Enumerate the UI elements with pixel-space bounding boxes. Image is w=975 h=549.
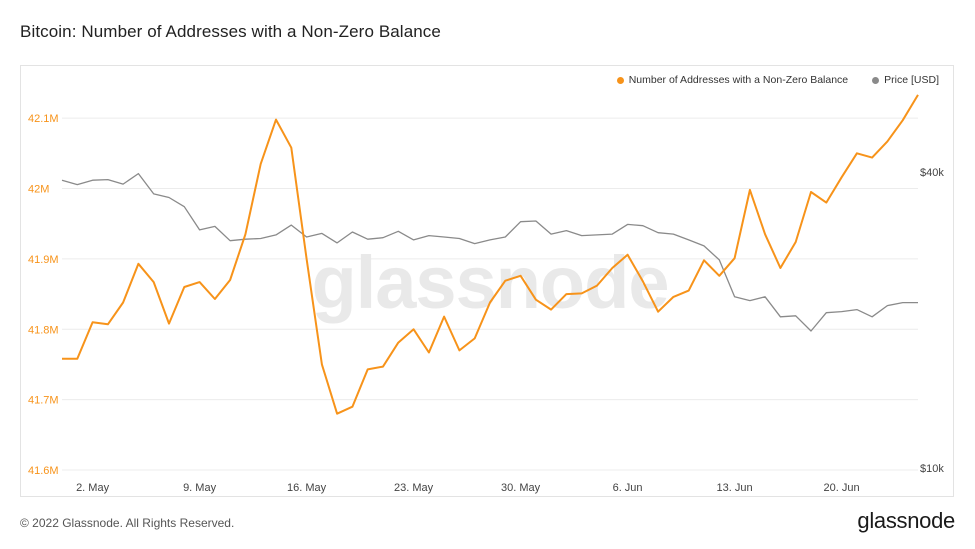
y-left-tick-label: 41.6M (28, 465, 59, 477)
watermark-text: glassnode (312, 241, 669, 324)
y-left-tick-label: 41.7M (28, 395, 59, 407)
chart-title: Bitcoin: Number of Addresses with a Non-… (20, 22, 441, 41)
y-left-tick-label: 42M (28, 184, 49, 196)
chart-legend: Number of Addresses with a Non-Zero Bala… (616, 74, 939, 86)
legend-item-price[interactable]: Price [USD] (872, 74, 939, 86)
glassnode-logo: glassnode (857, 508, 955, 533)
x-tick-label: 13. Jun (717, 482, 753, 494)
x-tick-label: 23. May (394, 482, 434, 494)
price-series-line (61, 172, 918, 332)
y-right-tick-label: $10k (920, 463, 944, 475)
legend-dot-price (872, 76, 880, 84)
chart-frame (20, 65, 954, 497)
copyright-text: © 2022 Glassnode. All Rights Reserved. (20, 516, 235, 530)
y-left-tick-label: 42.1M (28, 113, 59, 125)
x-tick-label: 2. May (76, 482, 110, 494)
legend-item-addresses[interactable]: Number of Addresses with a Non-Zero Bala… (616, 74, 849, 86)
x-tick-label: 16. May (287, 482, 327, 494)
y-left-tick-label: 41.9M (28, 254, 59, 266)
y-right-tick-label: $40k (920, 167, 944, 179)
x-tick-label: 20. Jun (824, 482, 860, 494)
y-left-tick-label: 41.8M (28, 324, 59, 336)
x-tick-label: 6. Jun (613, 482, 643, 494)
x-tick-label: 9. May (183, 482, 217, 494)
x-tick-label: 30. May (501, 482, 541, 494)
addresses-series-line (62, 94, 919, 415)
legend-label-price: Price [USD] (884, 74, 939, 86)
legend-dot-addresses (616, 76, 624, 84)
legend-label-addresses: Number of Addresses with a Non-Zero Bala… (628, 74, 849, 86)
